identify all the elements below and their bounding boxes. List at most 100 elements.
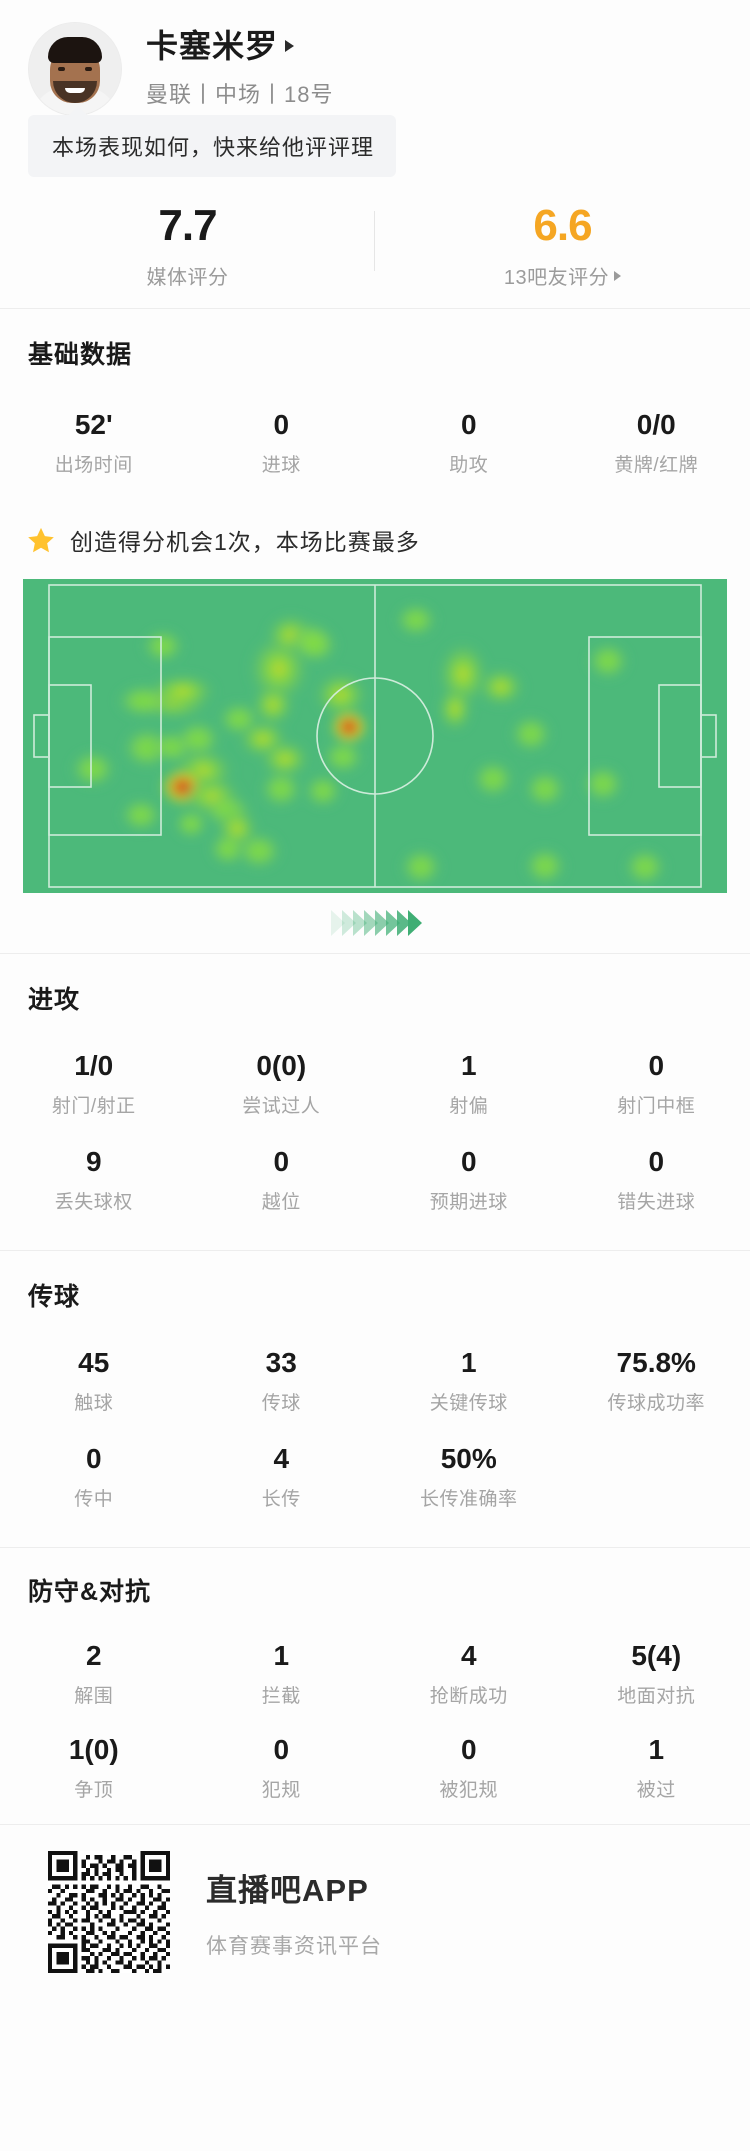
stat-cell-passes: 33 传球 (188, 1347, 376, 1415)
highlight-text: 创造得分机会1次，本场比赛最多 (70, 529, 420, 555)
chevron-right-icon[interactable] (614, 270, 622, 281)
avatar-hair (48, 36, 102, 63)
section-title-defence: 防守&对抗 (28, 1578, 152, 1606)
player-name: 卡塞米罗 (146, 28, 279, 65)
stat-value: 1 (460, 1050, 477, 1081)
stat-value: 75.8% (616, 1347, 696, 1378)
stat-cell-woodwork: 0 射门中框 (563, 1050, 750, 1118)
stat-cell-fouled: 0 被犯规 (375, 1734, 563, 1802)
stat-label: 被犯规 (439, 1780, 498, 1801)
chevron-right-icon (397, 910, 411, 936)
stat-value: 5(4) (631, 1640, 682, 1671)
stat-cell-tackles-won: 4 抢断成功 (375, 1640, 563, 1708)
stat-value: 0 (273, 1734, 290, 1765)
pitch-heatmap[interactable] (23, 579, 727, 893)
stat-cell-interceptions: 1 拦截 (188, 1640, 376, 1708)
stat-label: 犯规 (261, 1780, 301, 1801)
qr-code-icon[interactable] (48, 1851, 170, 1973)
stat-value: 52' (74, 409, 113, 440)
divider (0, 1250, 750, 1251)
stat-value: 0 (460, 1146, 477, 1177)
stat-cell-shots: 1/0 射门/射正 (0, 1050, 188, 1118)
player-header: 卡塞米罗 曼联丨中场丨18号 (0, 0, 750, 116)
divider (0, 1547, 750, 1548)
chevron-right-icon (375, 910, 389, 936)
avatar-eye-right (85, 66, 92, 71)
stat-label: 触球 (74, 1393, 114, 1414)
chevron-right-icon (353, 910, 367, 936)
stat-label: 长传准确率 (419, 1489, 518, 1510)
stat-value: 0 (273, 409, 290, 440)
rate-prompt-button[interactable]: 本场表现如何，快来给他评评理 (28, 115, 397, 177)
chevron-right-icon[interactable] (285, 40, 295, 53)
stat-value: 0 (648, 1050, 665, 1081)
stat-label: 地面对抗 (617, 1686, 696, 1707)
bubble-arrow-icon (68, 106, 88, 116)
stat-label: 射门/射正 (51, 1096, 136, 1117)
stat-label: 争顶 (74, 1780, 114, 1801)
avatar-mouth (65, 87, 85, 93)
avatar[interactable] (28, 21, 122, 116)
stat-value: 1(0) (68, 1734, 119, 1765)
stat-label: 被过 (636, 1780, 676, 1801)
stat-cell-fouls: 0 犯规 (188, 1734, 376, 1802)
stat-value: 45 (78, 1347, 110, 1378)
stat-label: 预期进球 (429, 1192, 508, 1213)
chevron-right-icon (342, 910, 356, 936)
app-promo-footer: 直播吧APP 体育赛事资讯平台 (0, 1825, 750, 1973)
stat-value: 0 (460, 1734, 477, 1765)
attack-direction-arrows (0, 893, 750, 953)
stat-label: 丢失球权 (54, 1192, 133, 1213)
avatar-eye-left (58, 66, 65, 71)
stat-cell-shots-off: 1 射偏 (375, 1050, 563, 1118)
stat-label: 出场时间 (54, 455, 133, 476)
stat-row: 45 触球 33 传球 1 关键传球 75.8% 传球成功率 (0, 1347, 750, 1415)
fans-score-value: 6.6 (533, 201, 592, 250)
stat-label: 解围 (74, 1686, 114, 1707)
section-title-passing: 传球 (28, 1283, 81, 1311)
stat-label: 传中 (74, 1489, 114, 1510)
rate-prompt-wrap: 本场表现如何，快来给他评评理 (0, 106, 750, 177)
stat-value: 0 (273, 1146, 290, 1177)
stat-cell-assists: 0 助攻 (375, 409, 563, 477)
chevron-right-icon (364, 910, 378, 936)
stat-label: 进球 (261, 455, 301, 476)
stat-row: 1/0 射门/射正 0(0) 尝试过人 1 射偏 0 射门中框 (0, 1050, 750, 1118)
stat-cell-clearances: 2 解围 (0, 1640, 188, 1708)
fans-score-label-wrap[interactable]: 13吧友评分 (504, 261, 622, 290)
player-name-row[interactable]: 卡塞米罗 (146, 28, 333, 65)
stat-value: 2 (85, 1640, 102, 1671)
stat-label: 关键传球 (429, 1393, 508, 1414)
stat-cell-crosses: 0 传中 (0, 1443, 188, 1511)
stat-label: 错失进球 (617, 1192, 696, 1213)
stat-row: 0 传中 4 长传 50% 长传准确率 (0, 1443, 750, 1511)
chevron-right-icon (408, 910, 422, 936)
stat-value: 33 (265, 1347, 297, 1378)
stat-cell-ground-duels: 5(4) 地面对抗 (563, 1640, 750, 1708)
footer-text: 直播吧APP 体育赛事资讯平台 (206, 1865, 382, 1960)
stat-value: 50% (440, 1443, 497, 1474)
stat-label: 传球 (261, 1393, 301, 1414)
score-fans[interactable]: 6.6 13吧友评分 (375, 201, 750, 290)
scores-row: 7.7 媒体评分 6.6 13吧友评分 (0, 201, 750, 308)
chevron-right-icon (386, 910, 400, 936)
stat-cell-goals: 0 进球 (188, 409, 376, 477)
stat-value: 0 (460, 409, 477, 440)
stat-cell-empty (563, 1443, 750, 1511)
stat-label: 黄牌/红牌 (614, 455, 699, 476)
media-score-label: 媒体评分 (146, 267, 229, 289)
section-title-attack: 进攻 (28, 986, 81, 1014)
stat-cell-long-ball-accuracy: 50% 长传准确率 (375, 1443, 563, 1511)
divider (0, 953, 750, 954)
stat-cell-minutes: 52' 出场时间 (0, 409, 188, 477)
score-media: 7.7 媒体评分 (0, 201, 375, 290)
stat-cell-pass-accuracy: 75.8% 传球成功率 (563, 1347, 750, 1415)
player-meta: 曼联丨中场丨18号 (146, 81, 334, 107)
stat-cell-dribbles: 0(0) 尝试过人 (188, 1050, 376, 1118)
app-name: 直播吧APP (206, 1872, 369, 1908)
stat-label: 传球成功率 (607, 1393, 705, 1414)
stat-value: 4 (460, 1640, 477, 1671)
divider (0, 1824, 750, 1825)
stat-label: 越位 (261, 1192, 301, 1213)
